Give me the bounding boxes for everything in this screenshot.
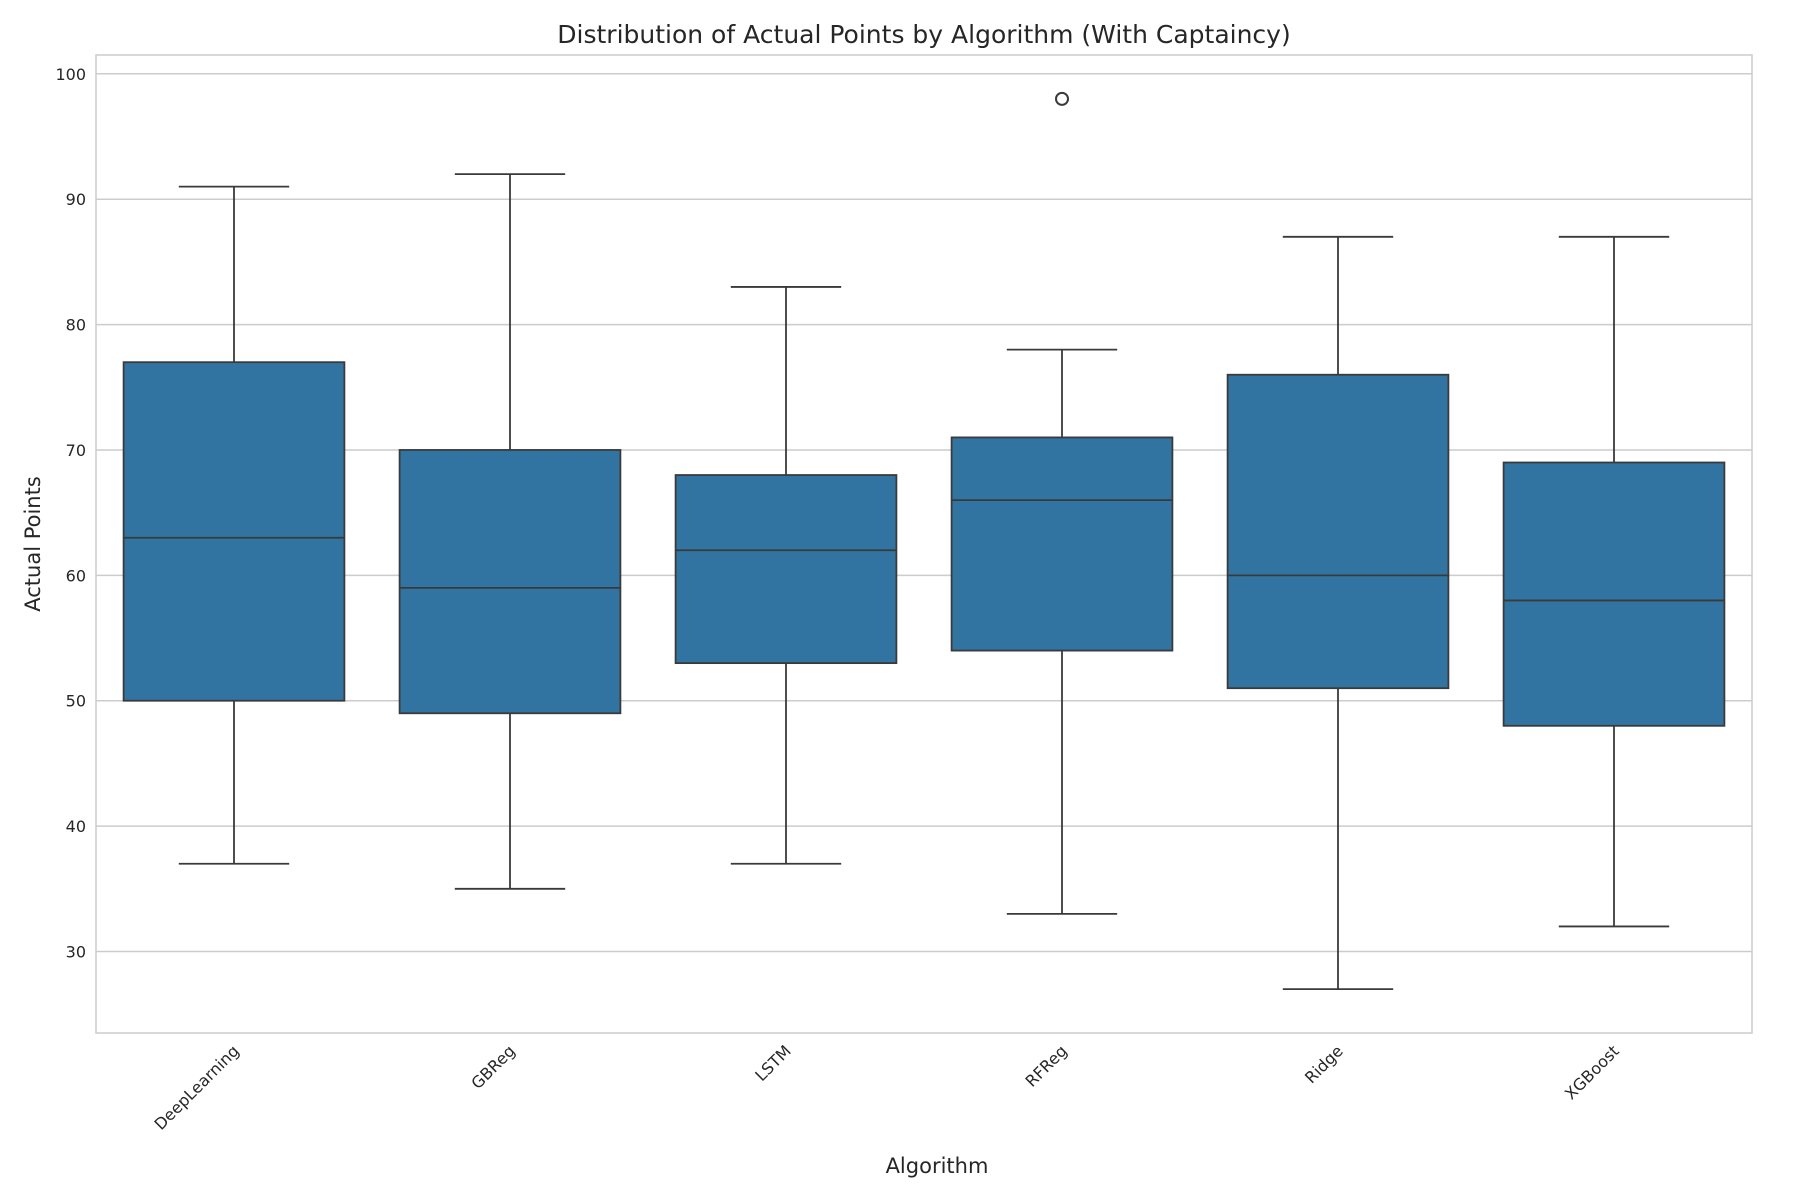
y-tick-label: 40	[66, 817, 86, 836]
x-tick-label: DeepLearning	[150, 1041, 242, 1133]
x-tick-label: GBReg	[467, 1041, 518, 1092]
outlier-point	[1055, 91, 1069, 106]
iqr-box	[122, 361, 346, 702]
y-tick-label: 30	[66, 943, 86, 962]
y-tick-label: 70	[66, 441, 86, 460]
chart-title: Distribution of Actual Points by Algorit…	[557, 20, 1290, 49]
y-tick-labels: 30 40 50 60 70 80 90 100	[55, 65, 86, 962]
plot-frame	[95, 54, 1753, 1034]
y-tick-label: 100	[55, 65, 86, 84]
grid-lines	[96, 73, 1752, 953]
iqr-box	[950, 436, 1174, 652]
box-series	[122, 91, 1726, 991]
box-group-ridge	[1226, 235, 1450, 991]
y-tick-label: 50	[66, 692, 86, 711]
x-tick-label: LSTM	[751, 1041, 795, 1085]
y-axis-label: Actual Points	[21, 476, 45, 612]
box-group-deeplearning	[122, 185, 346, 865]
y-tick-label: 60	[66, 566, 86, 585]
iqr-box	[1502, 461, 1726, 727]
box-group-rfreg	[950, 91, 1174, 915]
iqr-box	[1226, 373, 1450, 690]
y-tick-label: 80	[66, 316, 86, 335]
x-tick-labels: DeepLearning GBReg LSTM RFReg Ridge XGBoost	[150, 1041, 1622, 1133]
y-tick-label: 90	[66, 190, 86, 209]
iqr-box	[398, 449, 622, 715]
x-tick-label: Ridge	[1301, 1041, 1347, 1087]
box-group-lstm	[674, 286, 898, 865]
x-axis-label: Algorithm	[886, 1154, 989, 1178]
box-group-xgboost	[1502, 235, 1726, 928]
box-group-gbreg	[398, 173, 622, 890]
x-tick-label: RFReg	[1022, 1041, 1071, 1090]
iqr-box	[674, 474, 898, 665]
x-tick-label: XGBoost	[1561, 1041, 1623, 1103]
